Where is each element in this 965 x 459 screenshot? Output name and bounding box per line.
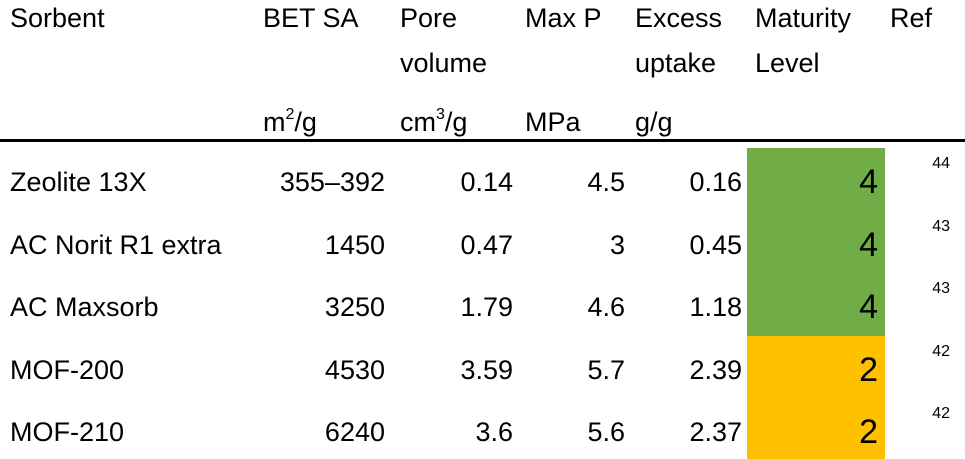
maturity-cell [747,210,885,273]
maturity: 2 [859,350,878,389]
cell-value: 0.45 [689,229,742,260]
maturity: 4 [859,288,878,326]
maturity-cell [747,335,885,398]
unit-part: 2 [285,106,295,123]
unit: MPa [525,106,581,138]
cell-value: 355–392 [279,167,385,197]
sorbent: Zeolite 13X [10,167,147,197]
cell-value: 5.7 [587,354,625,385]
header-text: Excess [635,3,723,33]
unit: g/g [635,106,673,138]
maturity-cell [747,273,885,336]
cell-value: 0.47 [460,229,513,260]
unit-part: cm [400,107,436,137]
sorbent: AC Maxsorb [10,292,159,322]
maturity-cell [747,398,885,459]
cell-value: 3.6 [475,417,513,447]
cell-value: 2.39 [689,354,742,385]
header-rule [0,139,965,142]
sorbent: MOF-200 [10,354,125,385]
header-text: Sorbent [10,3,105,33]
sorbent: AC Norit R1 extra [10,229,222,260]
cell-value: 4.6 [587,292,625,322]
cell-value: 2.37 [689,417,742,447]
cell-value: 0.16 [689,167,742,197]
header-text: BET SA [263,3,359,33]
maturity: 2 [859,413,878,451]
header-text: Maturity [755,3,852,33]
unit-part: /g [444,107,468,137]
unit: m2/g [263,106,317,138]
ref: 42 [932,342,950,360]
unit-part: m [263,107,286,137]
unit: cm3/g [400,106,467,138]
cell-value: 6240 [324,417,385,447]
header-text: Level [755,48,820,78]
ref: 43 [932,217,950,235]
cell-value: 0.14 [460,167,513,197]
ref: 44 [932,155,950,172]
ref: 42 [932,405,950,422]
header-text: Max P [525,3,602,33]
unit-part: MPa [525,107,581,137]
unit-part: 3 [436,106,445,123]
unit-part: /g [294,107,317,137]
maturity: 4 [859,225,878,264]
cell-value: 1450 [324,229,385,260]
cell-value: 1.79 [460,292,513,322]
header-text: volume [400,48,488,78]
cell-value: 3.59 [460,354,513,385]
cell-value: 4530 [324,354,385,385]
header-text: Pore [400,3,458,33]
cell-value: 4.5 [587,167,625,197]
header-text: uptake [635,48,717,78]
maturity: 4 [859,163,878,201]
cell-value: 3 [609,229,625,260]
ref: 43 [932,280,950,297]
cell-value: 1.18 [689,292,742,322]
cell-value: 5.6 [587,417,625,447]
sorbent: MOF-210 [10,417,125,447]
unit-part: g/g [635,107,673,137]
maturity-cell [747,148,885,211]
cell-value: 3250 [324,292,385,322]
header-text: Ref [890,3,933,33]
